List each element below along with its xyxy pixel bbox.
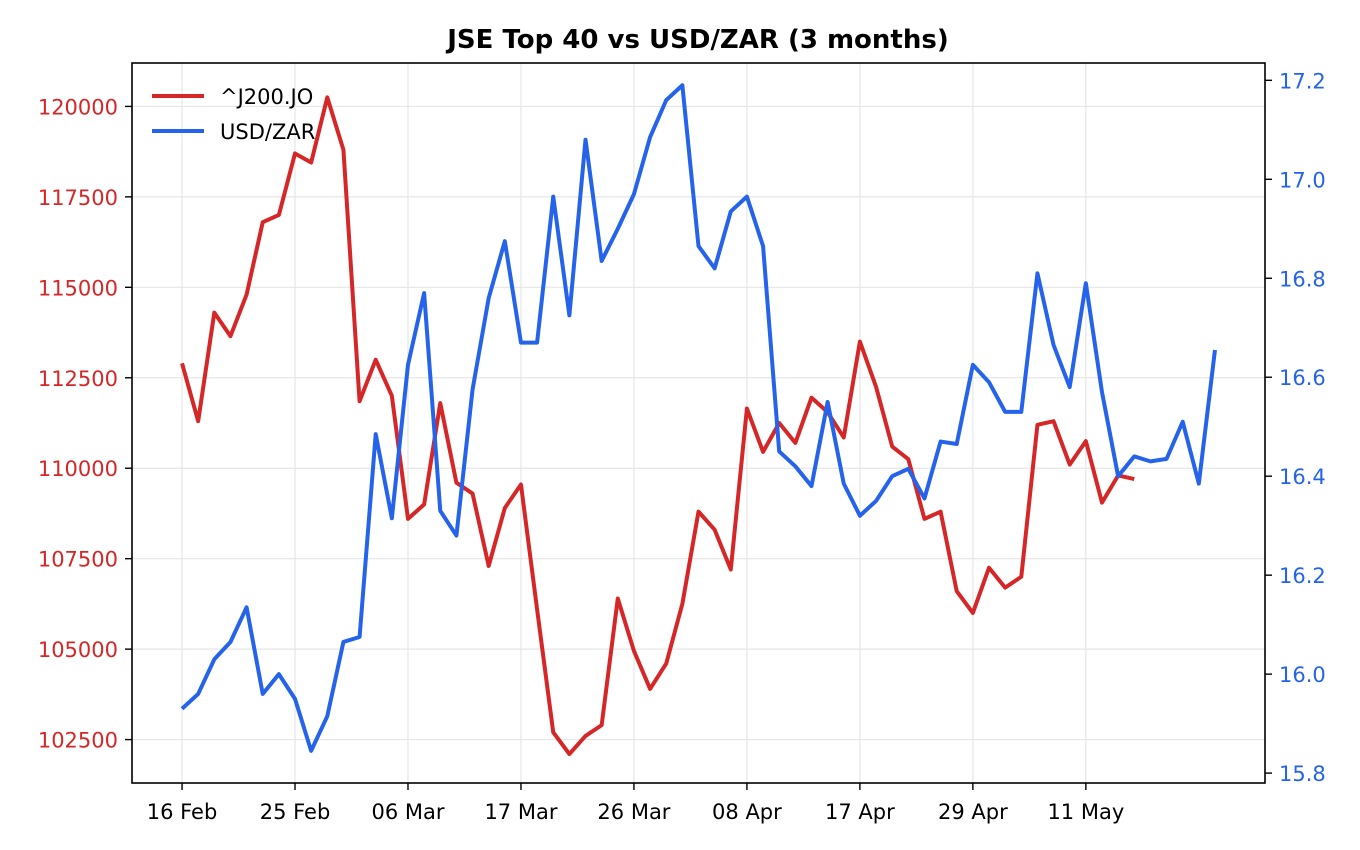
x-tick-label: 17 Apr bbox=[825, 800, 895, 824]
y-left-tick-label: 107500 bbox=[38, 548, 118, 572]
x-tick-label: 29 Apr bbox=[938, 800, 1008, 824]
y-right-tick-label: 16.8 bbox=[1279, 267, 1326, 291]
y-right-tick-label: 17.2 bbox=[1279, 69, 1326, 93]
y-left-tick-label: 115000 bbox=[38, 276, 118, 300]
y-left-tick-label: 102500 bbox=[38, 729, 118, 753]
legend: ^J200.JO USD/ZAR bbox=[152, 85, 315, 144]
x-tick-label: 25 Feb bbox=[260, 800, 331, 824]
x-tick-label: 17 Mar bbox=[484, 800, 557, 824]
y-left-tick-label: 120000 bbox=[38, 95, 118, 119]
x-axis: 16 Feb 25 Feb 06 Mar 17 Mar 26 Mar 08 Apr 17 A… bbox=[147, 783, 1124, 824]
series-line-usdzar bbox=[180, 83, 1217, 753]
y-right-tick-label: 15.8 bbox=[1279, 762, 1326, 786]
y-right-tick-label: 16.2 bbox=[1279, 564, 1326, 588]
legend-label-j200: ^J200.JO bbox=[220, 85, 313, 109]
y-axis-left: 102500 105000 107500 110000 112500 115000 1175… bbox=[38, 95, 132, 753]
series-line-j200 bbox=[180, 95, 1135, 757]
plot-frame bbox=[131, 62, 1266, 784]
y-axis-right: 15.8 16.0 16.2 16.4 16.6 16.8 17.0 17.2 bbox=[1265, 69, 1326, 786]
x-tick-label: 26 Mar bbox=[597, 800, 670, 824]
chart-title: JSE Top 40 vs USD/ZAR (3 months) bbox=[445, 25, 948, 55]
y-right-tick-label: 16.6 bbox=[1279, 366, 1326, 390]
y-left-tick-label: 105000 bbox=[38, 638, 118, 662]
y-left-tick-label: 117500 bbox=[38, 186, 118, 210]
y-left-tick-label: 110000 bbox=[38, 457, 118, 481]
x-tick-label: 16 Feb bbox=[147, 800, 218, 824]
x-tick-label: 06 Mar bbox=[371, 800, 444, 824]
y-right-tick-label: 16.4 bbox=[1279, 465, 1326, 489]
x-tick-label: 11 May bbox=[1047, 800, 1124, 824]
y-left-tick-label: 112500 bbox=[38, 367, 118, 391]
legend-label-usdzar: USD/ZAR bbox=[220, 120, 315, 144]
series-lines bbox=[180, 83, 1217, 757]
y-right-tick-label: 17.0 bbox=[1279, 168, 1326, 192]
x-tick-label: 08 Apr bbox=[712, 800, 782, 824]
y-right-tick-label: 16.0 bbox=[1279, 663, 1326, 687]
